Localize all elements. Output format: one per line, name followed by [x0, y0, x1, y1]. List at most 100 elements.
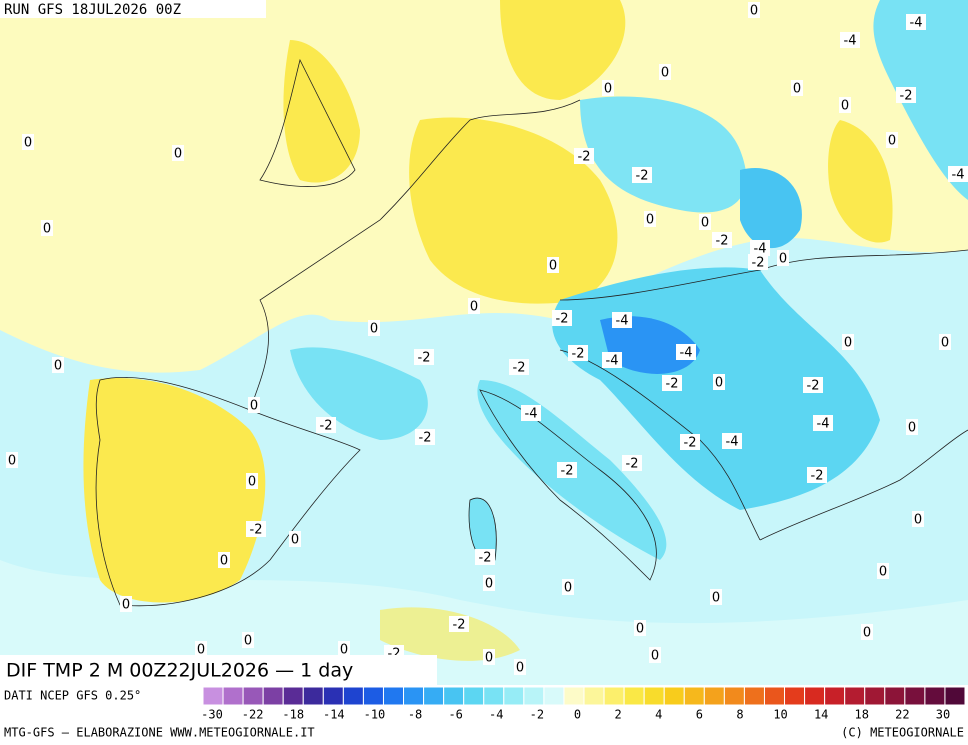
contour-label: 0	[340, 643, 348, 658]
scale-swatch	[322, 686, 344, 706]
label-bg	[242, 632, 254, 648]
contour-label: 0	[661, 66, 669, 81]
label-bg	[649, 647, 661, 663]
scale-tick-label: 18	[855, 708, 869, 722]
label-bg	[659, 64, 671, 80]
label-bg	[120, 596, 132, 612]
contour-label: 0	[564, 581, 572, 596]
scale-tick-label: 14	[814, 708, 828, 722]
contour-label: 0	[122, 598, 130, 613]
label-bg	[896, 87, 916, 103]
label-bg	[41, 220, 53, 236]
contour-label: -4	[844, 34, 857, 49]
scale-swatch	[643, 686, 665, 706]
contour-label: 0	[549, 259, 557, 274]
credit: MTG-GFS — ELABORAZIONE WWW.METEOGIORNALE…	[4, 726, 315, 740]
label-bg	[713, 374, 725, 390]
label-bg	[22, 134, 34, 150]
scale-swatch	[864, 686, 886, 706]
contour-label: 0	[908, 421, 916, 436]
scale-swatch	[443, 686, 465, 706]
scale-swatch	[884, 686, 906, 706]
label-bg	[712, 232, 732, 248]
label-bg	[368, 320, 380, 336]
scale-swatch	[944, 686, 966, 706]
scale-tick-label: -14	[323, 708, 345, 722]
label-bg	[195, 641, 207, 657]
label-bg	[574, 148, 594, 164]
label-bg	[710, 589, 722, 605]
title-box	[0, 655, 437, 685]
contour-label: 0	[174, 147, 182, 162]
contour-label: 0	[636, 622, 644, 637]
label-bg	[813, 415, 833, 431]
contour-label: 0	[712, 591, 720, 606]
scale-tick-label: -22	[242, 708, 264, 722]
scale-swatch	[463, 686, 485, 706]
header-box	[0, 0, 266, 18]
scale-swatch	[282, 686, 304, 706]
contour-label: 0	[8, 454, 16, 469]
scale-swatch	[784, 686, 806, 706]
label-bg	[886, 132, 898, 148]
label-bg	[912, 511, 924, 527]
label-bg	[634, 620, 646, 636]
label-bg	[612, 312, 632, 328]
label-bg	[475, 549, 495, 565]
label-bg	[246, 521, 266, 537]
label-bg	[52, 357, 64, 373]
label-bg	[602, 352, 622, 368]
scale-swatch	[262, 686, 284, 706]
contour-label: -2	[572, 347, 585, 362]
scale-tick-label: -6	[448, 708, 462, 722]
scale-swatch	[563, 686, 585, 706]
contour-label: 0	[248, 475, 256, 490]
scale-swatch	[623, 686, 645, 706]
scale-swatch	[924, 686, 946, 706]
scale-swatch	[804, 686, 826, 706]
label-bg	[861, 624, 873, 640]
contour-label: 0	[841, 99, 849, 114]
label-bg	[289, 531, 301, 547]
contour-label: -4	[817, 417, 830, 432]
label-bg	[562, 579, 574, 595]
contour-label: 0	[646, 213, 654, 228]
map-background	[0, 0, 968, 685]
scale-tick-label: 8	[736, 708, 743, 722]
scale-tick-label: -8	[408, 708, 422, 722]
scale-tick-label: 10	[773, 708, 787, 722]
label-bg	[514, 659, 526, 675]
scale-swatch	[523, 686, 545, 706]
contour-label: -2	[811, 469, 824, 484]
label-bg	[521, 405, 541, 421]
label-bg	[807, 467, 827, 483]
contour-label: 0	[914, 513, 922, 528]
scale-tick-label: -30	[201, 708, 223, 722]
label-bg	[632, 167, 652, 183]
contour-label: 0	[750, 4, 758, 19]
scale-swatch	[723, 686, 745, 706]
scale-tick-label: -18	[282, 708, 304, 722]
contour-label: 0	[888, 134, 896, 149]
label-bg	[218, 552, 230, 568]
contour-label: -2	[716, 234, 729, 249]
contour-label: -2	[561, 464, 574, 479]
label-bg	[722, 433, 742, 449]
label-bg	[939, 334, 951, 350]
contour-label: -4	[910, 16, 923, 31]
contour-label: -4	[754, 242, 767, 257]
scale-swatch	[342, 686, 364, 706]
label-bg	[777, 250, 789, 266]
contour-label: -2	[513, 361, 526, 376]
scale-swatch	[242, 686, 264, 706]
label-bg	[415, 429, 435, 445]
contour-label: 0	[516, 661, 524, 676]
scale-swatch	[403, 686, 425, 706]
label-bg	[680, 434, 700, 450]
label-bg	[750, 240, 770, 256]
scale-swatch	[423, 686, 445, 706]
label-bg	[948, 166, 968, 182]
scale-swatch	[503, 686, 525, 706]
